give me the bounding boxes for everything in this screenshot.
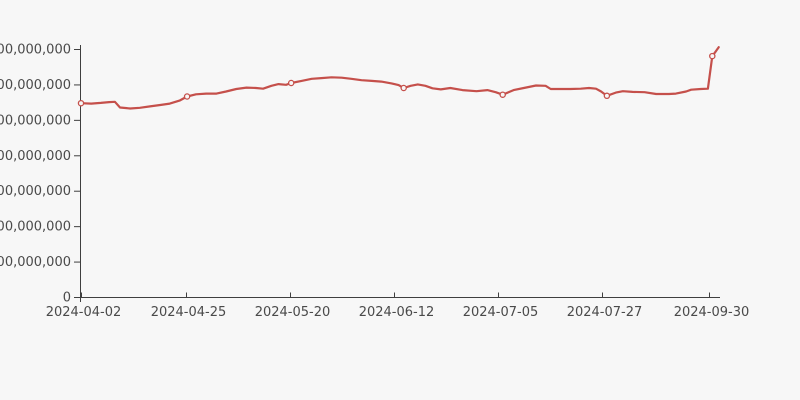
data-point-marker xyxy=(499,91,506,98)
x-axis-tick-label: 2024-07-27 xyxy=(567,305,643,320)
x-axis-tick-label: 2024-09-30 xyxy=(674,305,750,320)
data-point-marker xyxy=(603,92,611,100)
x-axis-tick-label: 2024-05-20 xyxy=(255,305,331,320)
y-axis-tick-label: 0 xyxy=(63,291,71,306)
data-point-marker xyxy=(287,79,295,87)
data-point-marker xyxy=(709,52,716,60)
y-axis-tick-label: 200,000,000 xyxy=(0,220,71,235)
y-axis-tick-label: 300,000,000 xyxy=(0,184,71,199)
x-axis-tick-label: 2024-04-02 xyxy=(46,305,122,320)
y-axis-tick-label: 400,000,000 xyxy=(0,149,71,164)
data-point-marker xyxy=(183,93,191,100)
y-axis-tick-label: 100,000,000 xyxy=(0,255,71,270)
data-point-marker xyxy=(400,84,407,92)
y-axis-tick-label: 700,000,000 xyxy=(0,43,71,58)
y-axis-tick-label: 600,000,000 xyxy=(0,78,71,93)
x-axis-tick-label: 2024-04-25 xyxy=(151,305,227,320)
x-axis-tick-label: 2024-07-05 xyxy=(463,305,539,320)
series-line xyxy=(79,46,720,110)
x-axis-tick-label: 2024-06-12 xyxy=(359,305,435,320)
y-axis-tick-label: 500,000,000 xyxy=(0,113,71,128)
data-point-marker xyxy=(77,99,85,107)
